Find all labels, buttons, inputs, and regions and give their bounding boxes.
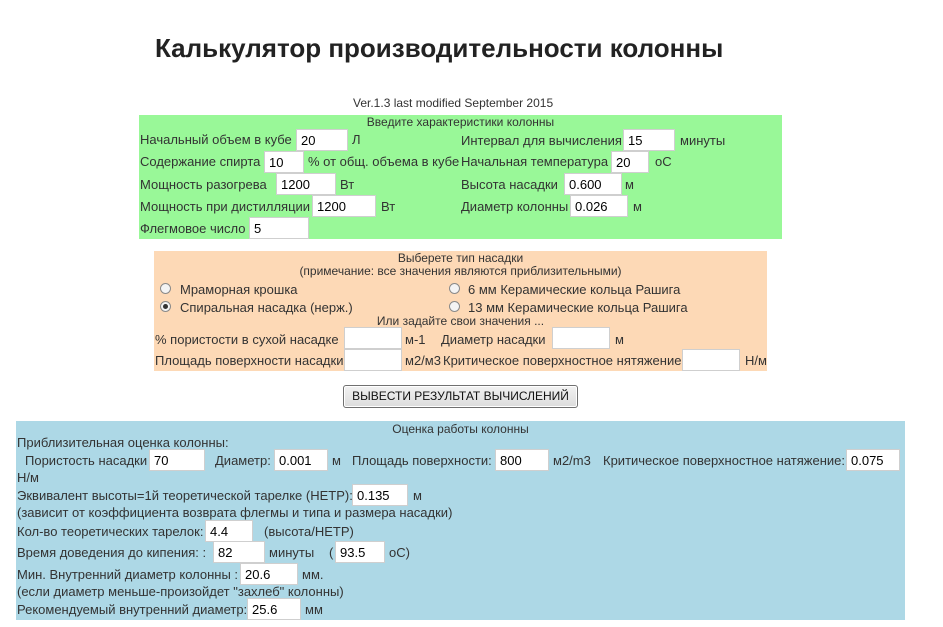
result-diameter-value[interactable] [274, 449, 328, 471]
min-diameter-label: Мин. Внутренний диаметр колонны : [17, 567, 239, 582]
boil-time-label: Время доведения до кипения: : [17, 545, 207, 560]
initial-volume-input[interactable] [296, 129, 348, 151]
packing-heading: Выберете тип насадки [397, 251, 524, 265]
recommended-diameter-value[interactable] [247, 598, 301, 620]
result-porosity-value[interactable] [149, 449, 205, 471]
result-surface-label: Площадь поверхности: [352, 453, 492, 468]
boil-time-unit: минуты [269, 545, 315, 560]
heating-power-unit: Вт [340, 177, 355, 192]
packing-option-radio-0[interactable] [160, 283, 171, 294]
min-diameter-note: (если диаметр меньше-произойдет "захлеб"… [17, 584, 344, 599]
initial-temp-input[interactable] [611, 151, 649, 173]
custom-diameter-unit: м [615, 332, 624, 347]
min-diameter-value[interactable] [240, 563, 298, 585]
results-panel: Оценка работы колонны Приблизительная оц… [16, 421, 905, 620]
heating-power-label: Мощность разогрева [140, 177, 267, 192]
packing-option-label-2[interactable]: Спиральная насадка (нерж.) [180, 300, 353, 315]
hetp-unit: м [413, 488, 422, 503]
alcohol-content-label: Содержание спирта [140, 154, 261, 169]
result-porosity-label: Пористость насадки [25, 453, 148, 468]
recommended-diameter-unit: мм [305, 602, 323, 617]
packing-panel: Выберете тип насадки (примечание: все зн… [154, 251, 767, 371]
page-title: Калькулятор производительности колонны [155, 33, 724, 63]
hetp-value[interactable] [352, 484, 408, 506]
result-tension-unit: Н/м [17, 470, 39, 485]
interval-label: Интервал для вычисления [461, 133, 622, 148]
custom-surface-label: Площадь поверхности насадки [155, 353, 344, 368]
distill-power-unit: Вт [381, 199, 396, 214]
boil-temp-paren: ( [329, 545, 334, 560]
min-diameter-unit: мм. [302, 567, 324, 582]
custom-surface-unit: м2/м3 [405, 353, 441, 368]
version-label: Ver.1.3 last modified September 2015 [353, 96, 554, 110]
calculate-button[interactable]: ВЫВЕСТИ РЕЗУЛЬТАТ ВЫЧИСЛЕНИЙ [343, 385, 578, 408]
estimate-label: Приблизительная оценка колонны: [17, 435, 229, 450]
custom-porosity-unit: м-1 [405, 332, 426, 347]
custom-values-heading: Или задайте свои значения ... [376, 314, 545, 328]
packing-height-label: Высота насадки [461, 177, 558, 192]
column-specs-heading: Введите характеристики колонны [366, 115, 555, 129]
packing-option-label-1[interactable]: 6 мм Керамические кольца Рашига [468, 282, 681, 297]
custom-porosity-input[interactable] [344, 327, 402, 349]
packing-option-radio-3[interactable] [449, 301, 460, 312]
result-tension-label: Критическое поверхностное натяжение: [603, 453, 845, 468]
column-diameter-label: Диаметр колонны [461, 199, 569, 214]
interval-unit: минуты [680, 133, 726, 148]
heating-power-input[interactable] [276, 173, 336, 195]
column-diameter-unit: м [633, 199, 642, 214]
packing-note: (примечание: все значения являются прибл… [299, 264, 622, 278]
custom-diameter-label: Диаметр насадки [441, 332, 546, 347]
hetp-label: Эквивалент высоты=1й теоретической тарел… [17, 488, 353, 503]
interval-input[interactable] [623, 129, 675, 151]
custom-diameter-input[interactable] [552, 327, 610, 349]
boil-time-value[interactable] [213, 541, 265, 563]
alcohol-content-unit: % от общ. объема в кубе [308, 154, 460, 169]
reflux-ratio-label: Флегмовое число [140, 221, 246, 236]
custom-porosity-label: % пористости в сухой насадке [155, 332, 339, 347]
recommended-diameter-label: Рекомендуемый внутренний диаметр: [17, 602, 248, 617]
result-diameter-unit: м [332, 453, 341, 468]
result-diameter-label: Диаметр: [215, 453, 271, 468]
boil-temp-unit: oC) [389, 545, 410, 560]
result-surface-unit: м2/m3 [553, 453, 591, 468]
hetp-note: (зависит от коэффициента возврата флегмы… [17, 505, 453, 520]
plates-unit: (высота/HETP) [264, 524, 354, 539]
column-specs-panel: Введите характеристики колонны Начальный… [139, 115, 782, 239]
initial-volume-label: Начальный объем в кубе [140, 132, 292, 147]
custom-tension-label: Критическое поверхностное нятяжение [443, 353, 682, 368]
initial-temp-unit: oC [655, 154, 672, 169]
results-heading: Оценка работы колонны [392, 422, 529, 436]
plates-value[interactable] [205, 520, 253, 542]
custom-tension-input[interactable] [682, 349, 740, 371]
distill-power-label: Мощность при дистилляции [140, 199, 311, 214]
packing-option-radio-2[interactable] [160, 301, 171, 312]
packing-option-label-3[interactable]: 13 мм Керамические кольца Рашига [468, 300, 688, 315]
packing-option-radio-1[interactable] [449, 283, 460, 294]
plates-label: Кол-во теоретических тарелок: [17, 524, 204, 539]
packing-height-unit: м [625, 177, 634, 192]
result-tension-value[interactable] [846, 449, 900, 471]
reflux-ratio-input[interactable] [249, 217, 309, 239]
custom-tension-unit: Н/м [745, 353, 767, 368]
packing-height-input[interactable] [564, 173, 622, 195]
alcohol-content-input[interactable] [264, 151, 304, 173]
column-diameter-input[interactable] [570, 195, 628, 217]
boil-temp-value[interactable] [335, 541, 385, 563]
result-surface-value[interactable] [495, 449, 549, 471]
initial-volume-unit: Л [352, 132, 361, 147]
distill-power-input[interactable] [312, 195, 376, 217]
custom-surface-input[interactable] [344, 349, 402, 371]
packing-option-label-0[interactable]: Мраморная крошка [180, 282, 298, 297]
initial-temp-label: Начальная температура [461, 154, 609, 169]
